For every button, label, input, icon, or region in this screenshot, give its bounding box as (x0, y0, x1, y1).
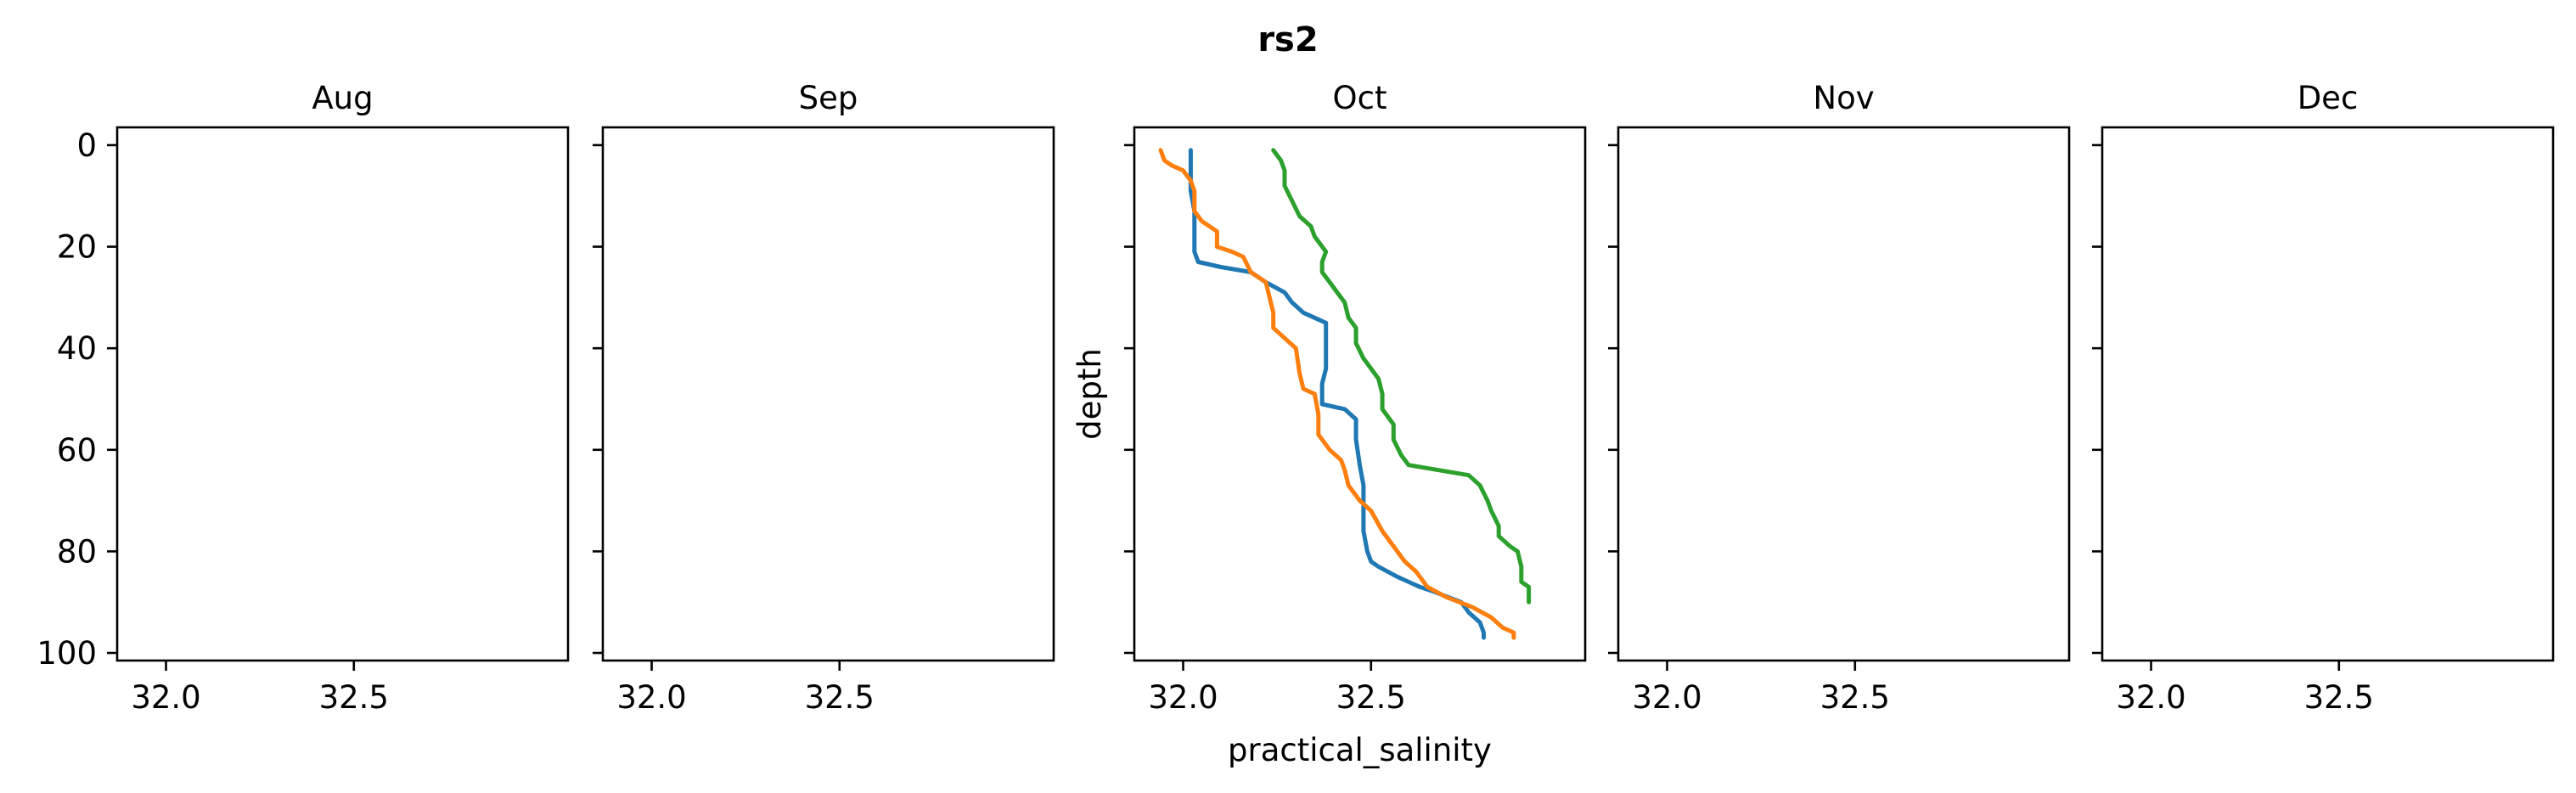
y-tick-label: 100 (37, 635, 97, 672)
x-tick-label: 32.0 (1632, 679, 1701, 716)
x-tick-label: 32.0 (131, 679, 200, 716)
series-line-3 (1271, 148, 1532, 605)
series-line-1 (1188, 148, 1486, 640)
plot-frame (115, 126, 570, 662)
panel-title: Aug (312, 80, 373, 116)
panel-title: Oct (1333, 80, 1387, 116)
panel-title: Nov (1813, 80, 1874, 116)
y-tick-label: 80 (57, 533, 97, 570)
x-tick-label: 32.5 (1336, 679, 1406, 716)
y-axis-label: depth (1071, 348, 1108, 440)
x-tick-label: 32.0 (1148, 679, 1218, 716)
y-tick-label: 20 (57, 229, 97, 266)
panels: Aug 0 20 40 60 80 100 32.0 32.5 Sep 32.0 32.5 Oct 32.… (37, 80, 2555, 716)
plot-frame (2101, 126, 2555, 662)
y-tick-label: 0 (76, 127, 97, 164)
plot-frame (601, 126, 1055, 662)
figure-suptitle: rs2 (1257, 20, 1318, 59)
x-tick-label: 32.5 (1820, 679, 1890, 716)
x-tick-label: 32.0 (616, 679, 686, 716)
panel-title: Dec (2298, 80, 2359, 116)
x-axis-label: practical_salinity (1228, 732, 1492, 768)
x-tick-label: 32.0 (2116, 679, 2185, 716)
y-tick-label: 40 (57, 330, 97, 367)
x-tick-label: 32.5 (805, 679, 875, 716)
x-tick-label: 32.5 (319, 679, 389, 716)
y-tick-label: 60 (57, 432, 97, 469)
panel-aug: Aug 0 20 40 60 80 100 32.0 32.5 (37, 80, 570, 716)
x-tick-label: 32.5 (2304, 679, 2374, 716)
plot-frame (1133, 126, 1587, 662)
panel-dec: Dec 32.0 32.5 (2092, 80, 2555, 716)
panel-oct: Oct 32.0 32.5 (1124, 80, 1587, 716)
panel-nov: Nov 32.0 32.5 (1608, 80, 2071, 716)
panel-title: Sep (799, 80, 858, 116)
panel-sep: Sep 32.0 32.5 (593, 80, 1055, 716)
plot-frame (1617, 126, 2071, 662)
series-line-2 (1158, 148, 1516, 640)
